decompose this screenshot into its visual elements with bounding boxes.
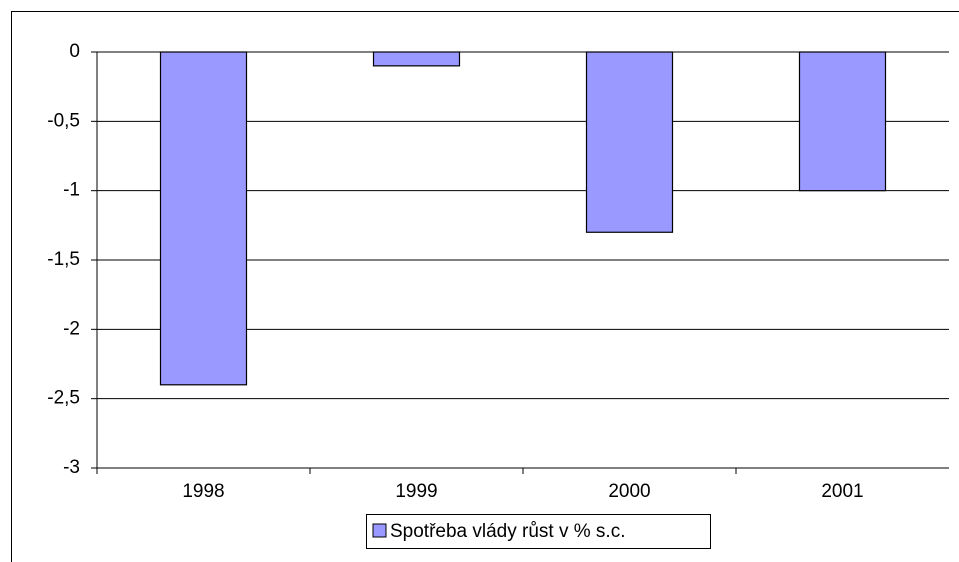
x-tick-label: 2000 (608, 481, 650, 502)
y-tick-label: 0 (69, 41, 80, 62)
y-tick-label: -1 (63, 180, 80, 201)
legend-swatch (372, 523, 387, 538)
legend-box (366, 514, 711, 549)
y-tick-label: -2 (63, 318, 80, 339)
x-tick-label: 1998 (182, 481, 224, 502)
y-tick-label: -2,5 (47, 388, 80, 409)
y-tick-label: -0,5 (47, 110, 80, 131)
y-tick-label: -3 (63, 457, 80, 478)
legend-label: Spotřeba vlády růst v % s.c. (390, 521, 626, 542)
x-tick-label: 1999 (395, 481, 437, 502)
bar (372, 51, 461, 67)
bar (798, 51, 887, 192)
bar (585, 51, 674, 233)
bar (159, 51, 248, 386)
y-tick-label: -1,5 (47, 249, 80, 270)
x-tick-label: 2001 (821, 481, 863, 502)
